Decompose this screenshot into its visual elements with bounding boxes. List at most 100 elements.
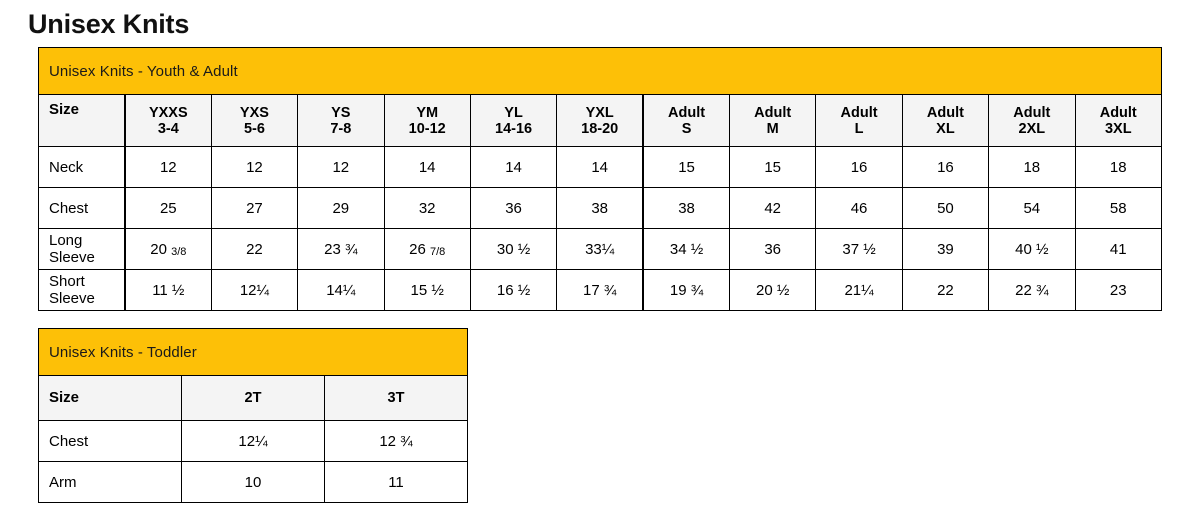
cell-long-sleeve-yxxs: 20 3/8 (124, 228, 212, 270)
fraction-part: 7/8 (429, 245, 446, 258)
cell-chest-adult-xl: 50 (901, 187, 990, 229)
cell-chest-yl: 36 (469, 187, 558, 229)
cell-chest-ys: 29 (297, 187, 385, 229)
column-header-adult-s-top: Adult (668, 104, 706, 121)
table-row: Long Sleeve 20 3/8 22 23 ¾ 26 7/8 30 ½ 3… (37, 228, 1162, 270)
cell-neck-yxxs: 12 (124, 146, 212, 188)
column-header-row: Size 2T 3T (38, 375, 468, 421)
cell-long-sleeve-ys: 23 ¾ (297, 228, 385, 270)
cell-toddler-chest-3t: 12 ¾ (324, 420, 468, 462)
cell-long-sleeve-yxs: 22 (210, 228, 299, 270)
column-header-yxs: YXS 5-6 (210, 94, 299, 147)
column-header-adult-3xl-bottom: 3XL (1104, 120, 1132, 137)
column-header-adult-xl: Adult XL (901, 94, 990, 147)
banner-title-youth-adult: Unisex Knits - Youth & Adult (38, 47, 1162, 95)
cell-toddler-arm-2t: 10 (181, 461, 325, 503)
column-header-adult-m: Adult M (728, 94, 817, 147)
column-header-3t: 3T (324, 375, 468, 421)
cell-neck-yl: 14 (469, 146, 558, 188)
column-header-yxl-bottom: 18-20 (581, 120, 619, 137)
column-header-adult-m-top: Adult (754, 104, 792, 121)
cell-chest-adult-2xl: 54 (988, 187, 1076, 229)
cell-neck-yxl: 14 (556, 146, 645, 188)
cell-short-sleeve-adult-2xl: 22 ¾ (988, 269, 1076, 311)
cell-neck-adult-m: 15 (728, 146, 817, 188)
cell-short-sleeve-yxl: 17 ¾ (556, 269, 645, 311)
cell-short-sleeve-ys: 14¼ (297, 269, 385, 311)
cell-chest-yxxs: 25 (124, 187, 212, 229)
cell-long-sleeve-adult-2xl: 40 ½ (988, 228, 1076, 270)
column-header-adult-s: Adult S (642, 94, 731, 147)
column-header-yl: YL 14-16 (469, 94, 558, 147)
column-header-adult-s-bottom: S (681, 120, 692, 137)
cell-neck-yxs: 12 (210, 146, 299, 188)
cell-long-sleeve-yxl: 33¼ (556, 228, 645, 270)
cell-neck-adult-xl: 16 (901, 146, 990, 188)
cell-short-sleeve-adult-m: 20 ½ (728, 269, 817, 311)
cell-neck-adult-3xl: 18 (1074, 146, 1162, 188)
cell-long-sleeve-adult-s: 34 ½ (642, 228, 731, 270)
cell-chest-adult-m: 42 (728, 187, 817, 229)
column-header-adult-l: Adult L (815, 94, 903, 147)
column-header-adult-m-bottom: M (766, 120, 779, 137)
cell-long-sleeve-adult-3xl: 41 (1074, 228, 1162, 270)
column-header-adult-3xl-top: Adult (1099, 104, 1137, 121)
column-header-ym-bottom: 10-12 (408, 120, 446, 137)
column-header-adult-3xl: Adult 3XL (1074, 94, 1162, 147)
cell-neck-ys: 12 (297, 146, 385, 188)
column-header-ys-top: YS (331, 104, 351, 121)
cell-chest-adult-l: 46 (815, 187, 903, 229)
row-label-long-sleeve: Long Sleeve (37, 228, 126, 270)
cell-neck-adult-2xl: 18 (988, 146, 1076, 188)
column-header-ys-bottom: 7-8 (330, 120, 352, 137)
column-header-2t: 2T (181, 375, 325, 421)
size-chart-toddler: Unisex Knits - Toddler Size 2T 3T Chest … (38, 328, 468, 503)
cell-short-sleeve-adult-s: 19 ¾ (642, 269, 731, 311)
banner-row: Unisex Knits - Youth & Adult (38, 47, 1162, 95)
column-header-adult-2xl: Adult 2XL (988, 94, 1076, 147)
column-header-yxl-top: YXL (585, 104, 614, 121)
row-label-short-sleeve: Short Sleeve (37, 269, 126, 311)
cell-neck-adult-l: 16 (815, 146, 903, 188)
column-header-adult-2xl-bottom: 2XL (1018, 120, 1046, 137)
table-row: Chest 12¼ 12 ¾ (38, 420, 468, 462)
cell-chest-adult-s: 38 (642, 187, 731, 229)
column-header-ym-top: YM (416, 104, 439, 121)
column-header-adult-l-top: Adult (840, 104, 878, 121)
column-header-yxl: YXL 18-20 (556, 94, 645, 147)
page-title: Unisex Knits (28, 9, 190, 39)
column-header-adult-l-bottom: L (854, 120, 864, 137)
cell-long-sleeve-yl: 30 ½ (469, 228, 558, 270)
row-label-toddler-chest: Chest (38, 420, 182, 462)
cell-chest-yxs: 27 (210, 187, 299, 229)
column-header-row: Size YXXS 3-4 YXS 5-6 YS 7-8 YM 10-12 YL… (37, 94, 1162, 147)
cell-short-sleeve-adult-3xl: 23 (1074, 269, 1162, 311)
cell-long-sleeve-ym: 26 7/8 (383, 228, 471, 270)
cell-short-sleeve-ym: 15 ½ (383, 269, 471, 311)
column-header-yxs-bottom: 5-6 (243, 120, 265, 137)
banner-title-toddler: Unisex Knits - Toddler (38, 328, 468, 376)
column-header-size-toddler: Size (38, 375, 182, 421)
table-row: Chest 25 27 29 32 36 38 38 42 46 50 54 5… (37, 187, 1162, 229)
cell-toddler-arm-3t: 11 (324, 461, 468, 503)
banner-row: Unisex Knits - Toddler (38, 328, 468, 376)
column-header-ys: YS 7-8 (297, 94, 385, 147)
fraction-part: 3/8 (171, 245, 187, 258)
column-header-yl-bottom: 14-16 (495, 120, 533, 137)
column-header-yxs-top: YXS (239, 104, 269, 121)
cell-neck-ym: 14 (383, 146, 471, 188)
cell-short-sleeve-adult-xl: 22 (901, 269, 990, 311)
cell-long-sleeve-adult-xl: 39 (901, 228, 990, 270)
cell-chest-ym: 32 (383, 187, 471, 229)
cell-short-sleeve-adult-l: 21¼ (815, 269, 903, 311)
column-header-yxxs: YXXS 3-4 (124, 94, 212, 147)
table-row: Neck 12 12 12 14 14 14 15 15 16 16 18 18 (37, 146, 1162, 188)
cell-long-sleeve-adult-m: 36 (728, 228, 817, 270)
column-header-ym: YM 10-12 (383, 94, 471, 147)
cell-short-sleeve-yl: 16 ½ (469, 269, 558, 311)
cell-neck-adult-s: 15 (642, 146, 731, 188)
cell-chest-adult-3xl: 58 (1074, 187, 1162, 229)
table-row: Arm 10 11 (38, 461, 468, 503)
cell-chest-yxl: 38 (556, 187, 645, 229)
column-header-adult-xl-bottom: XL (936, 120, 955, 137)
